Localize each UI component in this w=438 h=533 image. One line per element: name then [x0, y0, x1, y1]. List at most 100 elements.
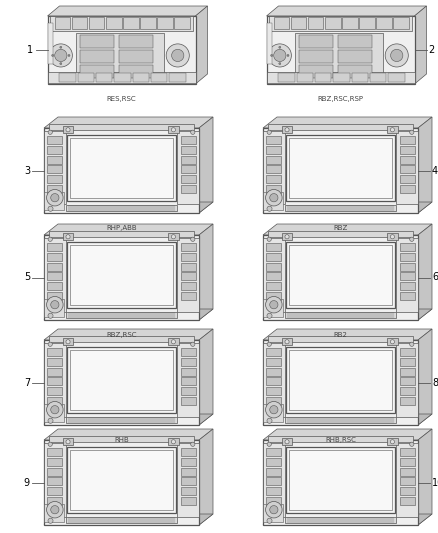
Circle shape — [171, 235, 176, 239]
Bar — [47, 377, 63, 385]
Bar — [266, 72, 414, 83]
Text: 4: 4 — [432, 166, 438, 175]
Bar — [399, 467, 415, 475]
Bar — [49, 336, 194, 342]
Bar — [44, 132, 66, 205]
Bar — [325, 18, 340, 29]
Bar — [119, 35, 153, 48]
Circle shape — [166, 44, 189, 67]
Polygon shape — [263, 329, 432, 340]
Bar — [399, 253, 415, 261]
Circle shape — [271, 54, 273, 56]
Bar — [180, 165, 196, 173]
Bar — [180, 263, 196, 271]
Bar — [338, 66, 372, 78]
Bar — [299, 50, 333, 63]
Bar — [268, 124, 413, 131]
Bar — [47, 397, 63, 405]
Bar — [399, 136, 415, 144]
Bar — [399, 368, 415, 376]
Bar — [399, 458, 415, 466]
Bar — [399, 387, 415, 395]
Circle shape — [68, 54, 70, 56]
Bar — [47, 175, 63, 183]
Bar — [44, 192, 64, 211]
Bar — [168, 438, 179, 446]
Bar — [266, 16, 414, 84]
Circle shape — [279, 46, 281, 49]
Circle shape — [51, 406, 59, 414]
Bar — [266, 397, 282, 405]
Bar — [399, 185, 415, 193]
Bar — [352, 74, 368, 82]
Bar — [80, 50, 114, 63]
Bar — [266, 136, 282, 144]
Bar — [266, 243, 282, 251]
Bar — [338, 35, 372, 48]
Bar — [180, 292, 196, 300]
Polygon shape — [44, 202, 213, 213]
Bar — [399, 448, 415, 456]
Bar — [47, 497, 63, 505]
Bar — [47, 136, 63, 144]
Bar — [266, 175, 282, 183]
Text: 1: 1 — [27, 45, 33, 55]
Bar — [396, 343, 418, 416]
Text: 9: 9 — [24, 478, 30, 488]
Circle shape — [385, 44, 408, 67]
Bar — [399, 263, 415, 271]
Bar — [266, 156, 282, 164]
Text: 8: 8 — [432, 377, 438, 387]
Bar — [263, 235, 418, 320]
Bar — [63, 233, 74, 240]
Bar — [47, 185, 63, 193]
Circle shape — [66, 340, 70, 344]
Bar — [299, 35, 333, 48]
Text: RBZ: RBZ — [333, 225, 348, 231]
Bar — [393, 18, 409, 29]
Circle shape — [191, 442, 195, 446]
Bar — [44, 299, 64, 318]
Bar — [180, 497, 196, 505]
Circle shape — [171, 340, 176, 344]
Bar — [266, 23, 272, 63]
Bar — [47, 23, 53, 63]
Bar — [282, 233, 293, 240]
Circle shape — [267, 237, 271, 241]
Bar — [140, 18, 155, 29]
Bar — [399, 497, 415, 505]
Bar — [47, 368, 63, 376]
Bar — [266, 282, 282, 290]
Polygon shape — [263, 309, 432, 320]
Text: RES,RSC: RES,RSC — [107, 96, 136, 102]
Circle shape — [270, 406, 278, 414]
Circle shape — [66, 440, 70, 444]
Polygon shape — [263, 224, 432, 235]
Polygon shape — [418, 224, 432, 320]
Bar — [266, 253, 282, 261]
Bar — [44, 340, 199, 425]
Polygon shape — [418, 117, 432, 213]
Bar — [285, 205, 396, 211]
Circle shape — [287, 54, 289, 56]
Bar — [289, 450, 392, 510]
Bar — [63, 126, 74, 133]
Bar — [285, 311, 396, 318]
Bar — [47, 448, 63, 456]
Bar — [47, 348, 63, 356]
Bar — [387, 338, 398, 345]
Bar — [342, 18, 357, 29]
Circle shape — [51, 193, 59, 202]
Polygon shape — [199, 429, 213, 525]
Bar — [168, 233, 179, 240]
Bar — [399, 292, 415, 300]
Bar — [44, 443, 66, 516]
Bar — [285, 416, 396, 423]
Polygon shape — [263, 429, 432, 440]
Bar — [72, 18, 88, 29]
Bar — [266, 458, 282, 466]
Bar — [180, 136, 196, 144]
Bar — [268, 336, 413, 342]
Bar — [66, 516, 177, 523]
Bar — [180, 487, 196, 495]
